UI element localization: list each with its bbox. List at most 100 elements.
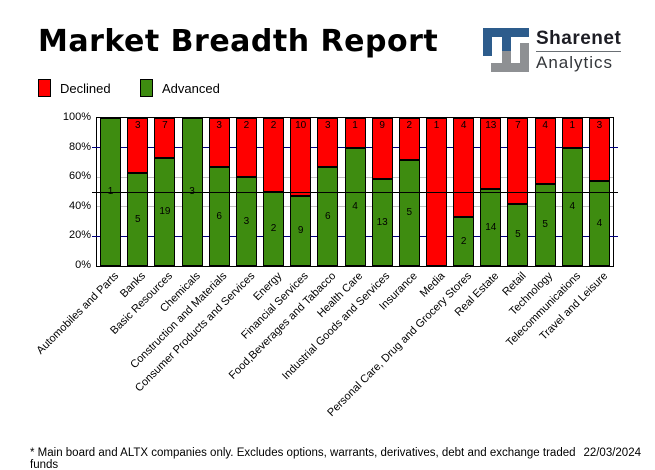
legend-label-advanced: Advanced	[162, 80, 220, 96]
advanced-count: 9	[297, 225, 304, 236]
advanced-count: 5	[515, 229, 521, 240]
fifty-percent-line	[92, 191, 618, 193]
declined-count: 9	[379, 120, 385, 131]
y-axis-label: 60%	[68, 170, 91, 183]
sharenet-logo: Sharenet Analytics	[483, 28, 622, 72]
advanced-count: 19	[159, 206, 171, 217]
advanced-count: 6	[216, 210, 222, 222]
y-axis-label: 100%	[62, 111, 91, 123]
declined-count: 4	[542, 120, 548, 131]
advanced-count: 6	[325, 210, 331, 222]
declined-count: 10	[295, 120, 307, 131]
logo-brand-name: Sharenet	[536, 28, 622, 52]
declined-count: 3	[596, 120, 603, 131]
advanced-segment: 5	[127, 173, 149, 266]
legend-label-declined: Declined	[60, 80, 111, 96]
advanced-segment: 19	[154, 158, 176, 266]
declined-count: 13	[485, 120, 497, 131]
advanced-count: 13	[376, 216, 388, 228]
advanced-count: 5	[406, 207, 413, 218]
declined-count: 3	[216, 120, 222, 131]
declined-segment: 3	[317, 118, 339, 167]
declined-count: 3	[134, 120, 141, 131]
advanced-count: 4	[352, 201, 358, 212]
y-axis-label: 40%	[68, 199, 91, 212]
declined-count: 7	[515, 120, 521, 131]
declined-count: 2	[270, 120, 277, 131]
declined-count: 2	[406, 120, 413, 131]
declined-count: 2	[243, 120, 250, 131]
declined-count: 3	[325, 120, 331, 131]
advanced-segment: 5	[507, 204, 529, 266]
declined-segment: 2	[235, 118, 257, 177]
report-date: 22/03/2024	[583, 447, 641, 459]
declined-segment: 3	[127, 118, 149, 173]
y-axis-label: 80%	[68, 140, 91, 153]
advanced-count: 5	[134, 213, 141, 225]
declined-segment: 2	[398, 118, 420, 160]
legend-item-advanced: Advanced	[140, 79, 220, 97]
advanced-count: 3	[243, 215, 250, 227]
advanced-count: 5	[542, 219, 548, 230]
declined-count: 1	[569, 120, 576, 131]
advanced-count: 14	[485, 221, 497, 233]
declined-count: 1	[433, 120, 440, 131]
advanced-segment: 5	[398, 160, 420, 266]
declined-segment: 9	[371, 118, 393, 179]
declined-segment: 3	[588, 118, 610, 181]
declined-count: 4	[460, 120, 467, 131]
y-axis-label: 0%	[75, 259, 91, 271]
declined-segment: 3	[208, 118, 230, 167]
advanced-swatch-icon	[140, 79, 153, 97]
bar-industrial-goods-and-services: 9 13	[371, 118, 393, 266]
advanced-count: 4	[596, 217, 603, 229]
legend-item-declined: Declined	[38, 79, 111, 97]
plot-area: 1 3 5 7 19 3 3 6 2 3 2 2 10 9 3 6 1 4 9 13 2 5 1 4 2 13 14 7 5 4 5 1 4 3 4	[92, 117, 618, 267]
y-axis-label: 20%	[68, 229, 91, 242]
declined-swatch-icon	[38, 79, 51, 97]
bar-basic-resources: 7 19	[154, 118, 176, 266]
advanced-segment: 2	[453, 217, 475, 266]
sharenet-logo-icon	[483, 28, 529, 72]
x-axis-label: Automobiles and Parts	[34, 270, 122, 357]
declined-segment: 2	[263, 118, 285, 192]
declined-count: 1	[352, 120, 358, 131]
advanced-count: 2	[460, 235, 467, 247]
logo-text: Sharenet Analytics	[536, 28, 622, 72]
advanced-segment: 3	[235, 177, 257, 266]
declined-segment: 10	[290, 118, 312, 196]
footnote: * Main board and ALTX companies only. Ex…	[30, 447, 576, 470]
declined-segment: 7	[154, 118, 176, 158]
advanced-segment: 4	[344, 148, 366, 266]
bar-financial-services: 10 9	[290, 118, 312, 266]
advanced-segment: 9	[290, 196, 312, 266]
bar-real-estate: 13 14	[480, 118, 502, 266]
advanced-segment: 13	[371, 179, 393, 266]
advanced-count: 2	[270, 223, 277, 234]
advanced-segment: 6	[208, 167, 230, 266]
advanced-segment: 14	[480, 189, 502, 266]
advanced-segment: 5	[534, 184, 556, 266]
declined-segment: 13	[480, 118, 502, 189]
declined-segment: 7	[507, 118, 529, 204]
declined-segment: 1	[344, 118, 366, 148]
declined-segment: 4	[534, 118, 556, 184]
footer: * Main board and ALTX companies only. Ex…	[30, 447, 641, 470]
declined-segment: 1	[561, 118, 583, 148]
page-title: Market Breadth Report	[38, 24, 439, 59]
advanced-segment: 6	[317, 167, 339, 266]
logo-sub-name: Analytics	[536, 52, 614, 72]
advanced-segment: 4	[561, 148, 583, 266]
declined-count: 7	[162, 120, 168, 131]
advanced-count: 4	[569, 201, 576, 212]
